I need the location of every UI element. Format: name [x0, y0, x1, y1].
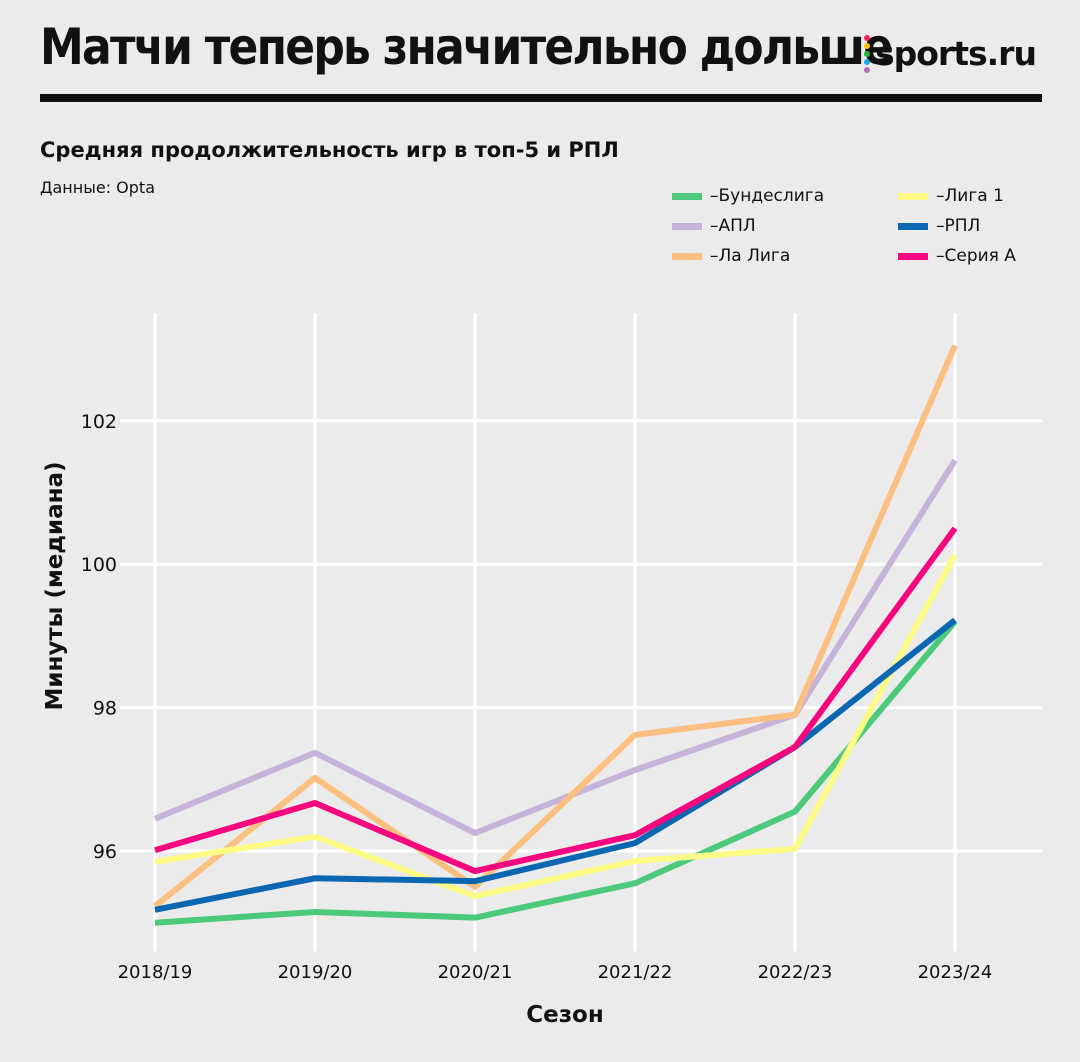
series-line-Бундеслига [154, 619, 958, 926]
legend-label: АПЛ [718, 216, 756, 236]
legend-dash: – [936, 246, 945, 266]
x-tick-label: 2021/22 [598, 962, 673, 983]
y-tick-label: 98 [93, 698, 117, 720]
x-tick-label: 2018/19 [118, 962, 193, 983]
logo-dot [864, 58, 870, 65]
page-title: Матчи теперь значительно дольше [40, 18, 893, 76]
legend-label: Ла Лига [718, 246, 791, 266]
legend-swatch [672, 252, 702, 260]
legend-label: Серия А [944, 246, 1016, 266]
x-tick-label: 2020/21 [438, 962, 513, 983]
x-tick-label: 2019/20 [278, 962, 353, 983]
legend-dash: – [936, 216, 945, 236]
legend-swatch [898, 192, 928, 200]
y-tick-label: 96 [93, 841, 117, 863]
series-line-АПЛ [153, 458, 958, 837]
logo-dot [864, 66, 870, 73]
logo-dots [864, 34, 870, 73]
data-source: Данные: Opta [40, 178, 156, 197]
x-axis-label: Сезон [526, 1002, 604, 1028]
sports-ru-logo: sports.ru [864, 34, 1037, 73]
legend-swatch [898, 222, 928, 230]
x-tick-label: 2023/24 [918, 962, 993, 983]
legend-swatch [672, 192, 702, 200]
legend-swatch [898, 252, 928, 260]
legend-label: Лига 1 [944, 186, 1004, 206]
legend-item: – Бундеслига [672, 186, 824, 206]
legend-item: – АПЛ [672, 216, 756, 236]
legend-dash: – [710, 186, 719, 206]
legend-item: – Серия А [898, 246, 1016, 266]
legend-label: Бундеслига [718, 186, 825, 206]
legend-item: – Ла Лига [672, 246, 790, 266]
legend-dash: – [936, 186, 945, 206]
logo-dot [864, 50, 870, 57]
legend-label: РПЛ [944, 216, 981, 236]
title-divider [40, 94, 1042, 102]
series-line-РПЛ [154, 617, 957, 913]
series-line-Серия А [154, 526, 958, 875]
series-line-Лига 1 [154, 553, 958, 900]
y-tick-label: 100 [81, 554, 117, 576]
logo-dot [864, 34, 870, 41]
legend-item: – РПЛ [898, 216, 980, 236]
legend-dash: – [710, 246, 719, 266]
logo-dot [864, 42, 870, 49]
logo-text: sports.ru [875, 34, 1037, 73]
legend-item: – Лига 1 [898, 186, 1004, 206]
legend-swatch [672, 222, 702, 230]
chart-subtitle: Средняя продолжительность игр в топ-5 и … [40, 138, 619, 162]
x-tick-label: 2022/23 [758, 962, 833, 983]
y-tick-label: 102 [81, 411, 117, 433]
series-line-Ла Лига [153, 344, 958, 909]
legend-dash: – [710, 216, 719, 236]
y-axis-label: Минуты (медиана) [42, 461, 68, 710]
